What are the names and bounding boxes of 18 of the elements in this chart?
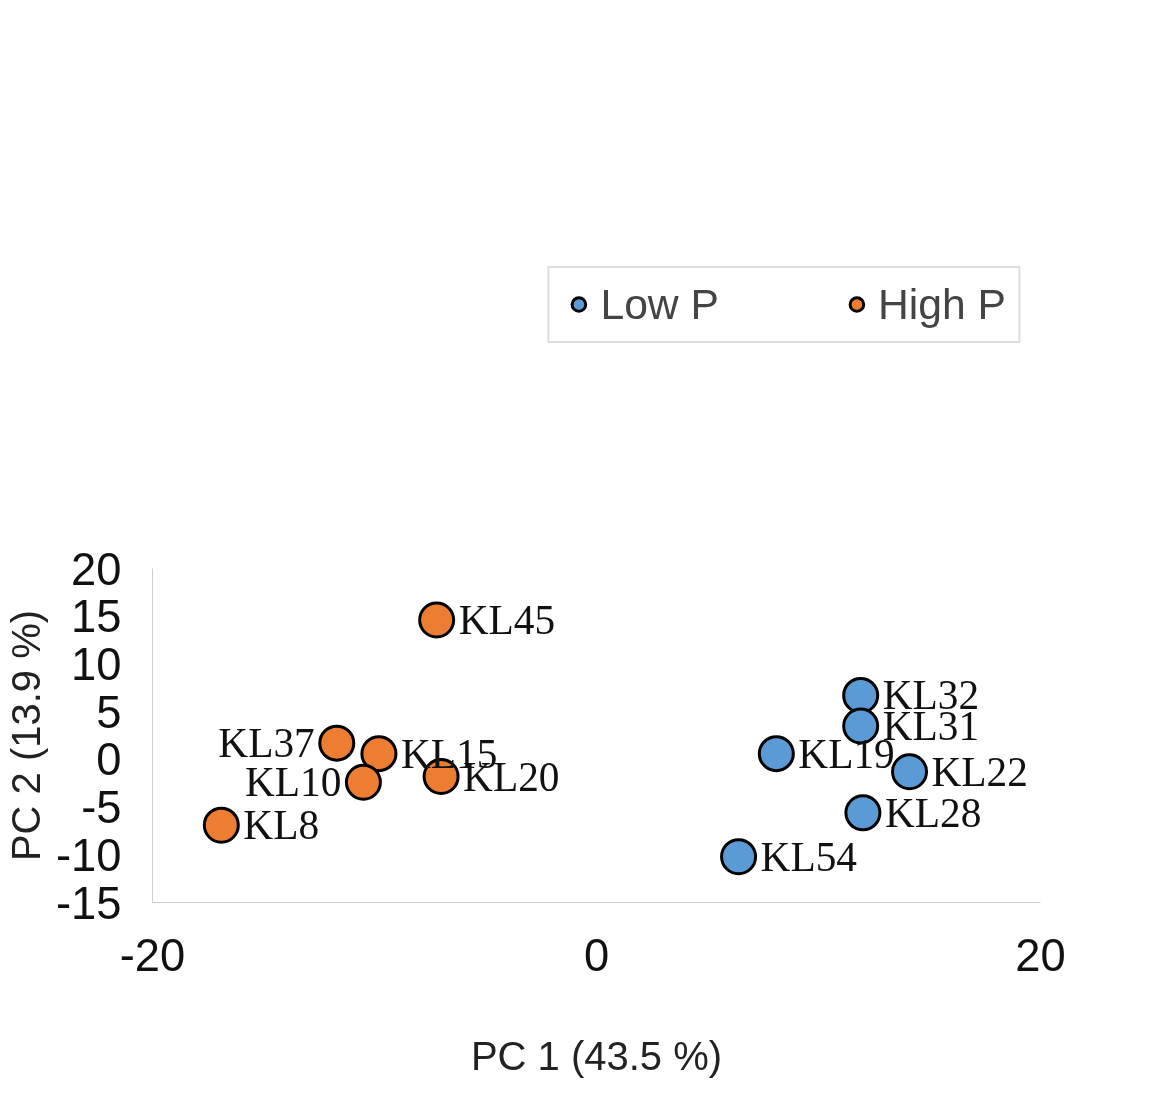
point	[418, 601, 456, 639]
x-axis-title: PC 1 (43.5 %)	[470, 1033, 723, 1078]
legend-label: High P	[877, 279, 1006, 329]
point	[720, 838, 758, 876]
annotation: KL54	[760, 833, 858, 880]
point	[344, 763, 382, 801]
point	[757, 735, 795, 773]
point	[202, 806, 240, 844]
point	[360, 735, 398, 773]
legend-label: Low P	[600, 279, 719, 329]
point	[844, 794, 882, 832]
x-tick-label: 0	[583, 929, 610, 981]
y-axis-title: PC 2 (13.9 %)	[3, 609, 48, 862]
annotation: KL45	[458, 597, 556, 644]
x-tick-label: -20	[119, 929, 186, 981]
point	[891, 753, 929, 791]
point	[318, 724, 356, 762]
x-tick-label: 20	[1015, 929, 1066, 981]
